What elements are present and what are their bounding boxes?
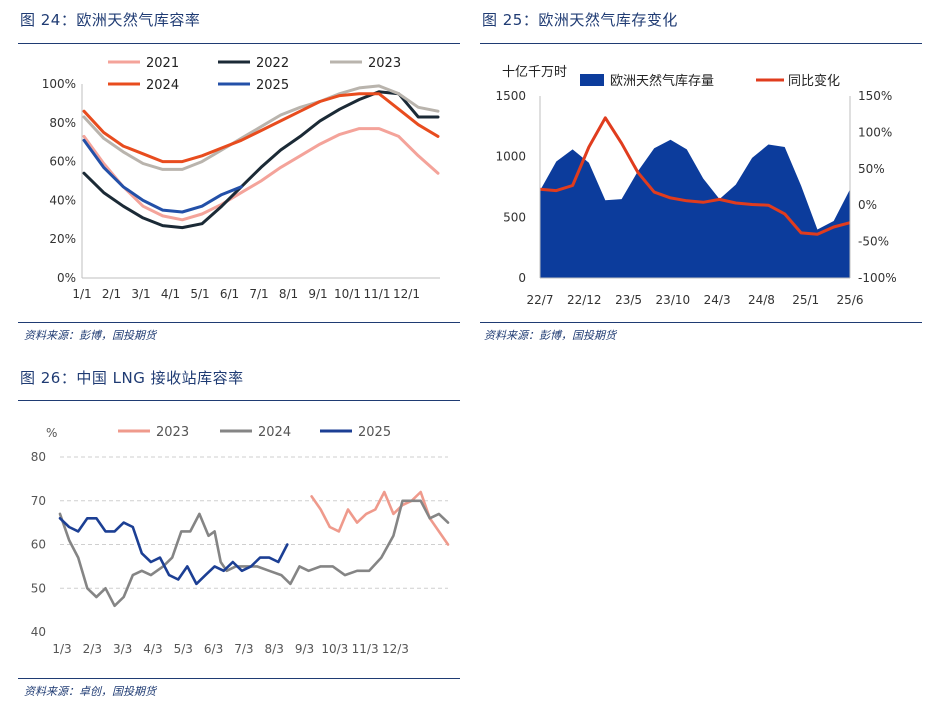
legend-label-2021: 2021 <box>146 56 179 71</box>
x-tick-label: 22/7 <box>527 293 554 307</box>
series-line-2025 <box>82 138 243 214</box>
x-tick-label: 3/1 <box>131 287 150 301</box>
x-tick-label: 11/1 <box>364 287 391 301</box>
x-tick-label: 8/3 <box>265 642 284 656</box>
y-tick-label: 80% <box>49 116 76 130</box>
x-tick-label: 6/3 <box>204 642 223 656</box>
y-tick-label: 60 <box>31 538 46 552</box>
x-tick-label: 2/1 <box>102 287 121 301</box>
series-line-yoy <box>539 116 851 236</box>
x-tick-label: 3/3 <box>113 642 132 656</box>
legend-label-2023: 2023 <box>368 56 401 71</box>
legend-label-2022: 2022 <box>256 56 289 71</box>
x-tick-label: 12/3 <box>382 642 409 656</box>
chart-europe-storage-change: 0 500 1000 1500 -100% -50% 0% 50% 100% 150% 22/7 22… <box>495 65 897 307</box>
series-line-2021 <box>82 127 440 222</box>
x-tick-label: 7/1 <box>249 287 268 301</box>
y-left-tick-label: 1000 <box>495 150 526 164</box>
series-line-2022 <box>82 90 440 230</box>
panel-lng-ratio: 图 26：中国 LNG 接收站库容率 40 50 60 70 80% 1/3 2/3 3/3 4… <box>0 362 465 717</box>
x-tick-label: 23/5 <box>615 293 642 307</box>
x-tick-label: 24/3 <box>704 293 731 307</box>
y-right-tick-label: 100% <box>858 125 892 139</box>
x-tick-label: 22/12 <box>567 293 602 307</box>
source-note: 资料来源：卓创，国投期货 <box>24 685 156 698</box>
source-divider <box>480 322 922 323</box>
y-left-axis-label: 十亿千万时 <box>502 65 567 80</box>
legend-label-storage: 欧洲天然气库存量 <box>610 73 714 89</box>
x-tick-label: 5/3 <box>174 642 193 656</box>
title-divider <box>18 43 460 44</box>
x-tick-label: 10/3 <box>321 642 348 656</box>
series-line-2024 <box>82 92 440 164</box>
source-divider <box>18 678 460 679</box>
x-tick-label: 25/6 <box>837 293 864 307</box>
panel-storage-ratio: 图 24：欧洲天然气库容率 0% 20% 40% 60% 80% 100% 1/1 2/1 3/… <box>0 0 465 345</box>
y-left-tick-label: 1500 <box>495 89 526 103</box>
y-tick-label: 0% <box>57 271 76 285</box>
panel-title: 图 24：欧洲天然气库容率 <box>20 11 201 29</box>
chart-china-lng-ratio: 40 50 60 70 80% 1/3 2/3 3/3 4/3 5/3 6/3 7/3 8/3 9/3 10… <box>31 425 450 656</box>
legend-label-2025: 2025 <box>358 425 391 440</box>
y-tick-label: 50 <box>31 581 46 595</box>
panel-storage-change: 图 25：欧洲天然气库存变化 0 500 1000 1500 -100% -50% 0% 50… <box>470 0 929 345</box>
legend-label-2025: 2025 <box>256 78 289 93</box>
series-line-2025 <box>58 517 289 586</box>
y-left-tick-label: 500 <box>503 210 526 224</box>
series-line-2023 <box>310 490 450 546</box>
title-divider <box>18 400 460 401</box>
panel-title: 图 25：欧洲天然气库存变化 <box>482 11 678 29</box>
source-note: 资料来源：彭博，国投期货 <box>24 329 156 342</box>
y-right-tick-label: 0% <box>858 198 877 212</box>
y-right-tick-label: -100% <box>858 271 897 285</box>
y-right-tick-label: 150% <box>858 89 892 103</box>
series-area-storage <box>540 139 850 278</box>
x-tick-label: 11/3 <box>352 642 379 656</box>
y-tick-label: 60% <box>49 155 76 169</box>
x-tick-label: 24/8 <box>748 293 775 307</box>
legend-label-2024: 2024 <box>258 425 291 440</box>
y-right-tick-label: -50% <box>858 235 889 249</box>
source-divider <box>18 322 460 323</box>
x-tick-label: 9/1 <box>308 287 327 301</box>
source-note: 资料来源：彭博，国投期货 <box>484 329 616 342</box>
series-line-2023 <box>82 84 440 171</box>
panel-title: 图 26：中国 LNG 接收站库容率 <box>20 369 244 387</box>
x-tick-label: 5/1 <box>190 287 209 301</box>
y-tick-label: 20% <box>49 232 76 246</box>
y-axis-label: % <box>46 426 57 440</box>
x-tick-label: 4/3 <box>143 642 162 656</box>
x-tick-label: 2/3 <box>83 642 102 656</box>
x-tick-label: 23/10 <box>656 293 691 307</box>
y-tick-label: 40 <box>31 625 46 639</box>
y-right-tick-label: 50% <box>858 162 885 176</box>
y-tick-label: 70 <box>31 494 46 508</box>
y-left-tick-label: 0 <box>518 271 526 285</box>
x-tick-label: 1/3 <box>52 642 71 656</box>
y-tick-label: 40% <box>49 193 76 207</box>
legend-swatch-storage <box>580 74 604 86</box>
legend-label-yoy: 同比变化 <box>788 73 840 89</box>
x-tick-label: 9/3 <box>295 642 314 656</box>
x-tick-label: 8/1 <box>279 287 298 301</box>
x-tick-label: 1/1 <box>72 287 91 301</box>
x-tick-label: 10/1 <box>334 287 361 301</box>
y-tick-label: 100% <box>42 77 76 91</box>
x-tick-label: 4/1 <box>161 287 180 301</box>
y-tick-label: 80 <box>31 450 46 464</box>
legend-label-2023: 2023 <box>156 425 189 440</box>
title-divider <box>480 43 922 44</box>
x-tick-label: 12/1 <box>393 287 420 301</box>
x-tick-label: 6/1 <box>220 287 239 301</box>
chart-europe-storage-ratio: 0% 20% 40% 60% 80% 100% 1/1 2/1 3/1 4/1 5/1 6/1 7/1 8… <box>42 56 440 301</box>
legend-label-2024: 2024 <box>146 78 179 93</box>
series-line-2024 <box>58 499 450 608</box>
x-tick-label: 25/1 <box>792 293 819 307</box>
x-tick-label: 7/3 <box>234 642 253 656</box>
